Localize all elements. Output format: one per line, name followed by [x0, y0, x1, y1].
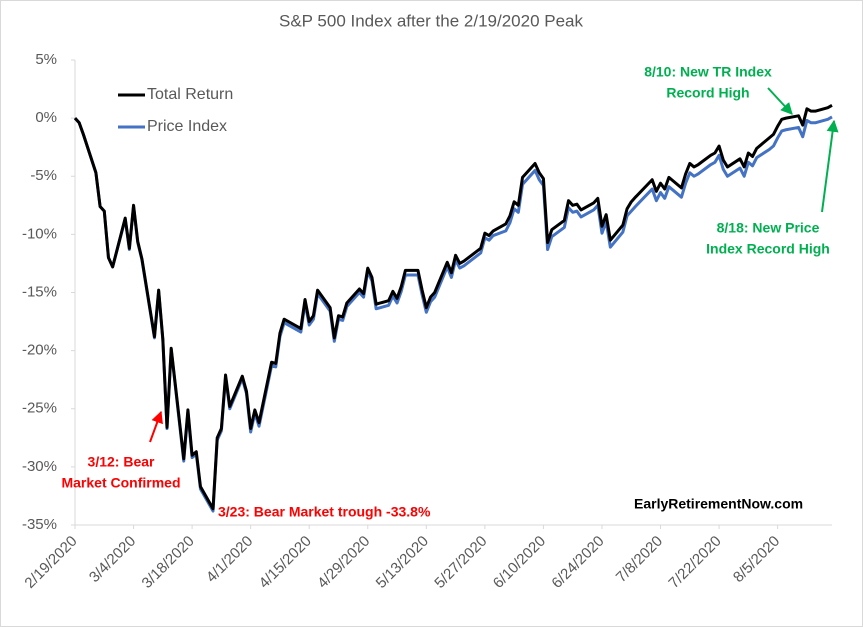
annotation: 3/23: Bear Market trough -33.8% [218, 504, 431, 520]
annotation-arrow [821, 119, 839, 213]
legend-label: Price Index [147, 118, 227, 135]
annotation: Market Confirmed [61, 475, 180, 491]
y-tick-label: 5% [35, 51, 57, 68]
y-tick-label: -20% [22, 342, 57, 359]
annotation: 3/12: Bear [88, 454, 155, 470]
legend-box [105, 78, 255, 144]
y-tick-label: -35% [22, 516, 57, 533]
annotation: Record High [666, 85, 749, 101]
series-line [73, 104, 833, 511]
y-tick-label: -5% [30, 167, 57, 184]
annotation: 8/10: New TR Index [644, 64, 772, 80]
annotation: Index Record High [706, 241, 830, 257]
y-tick-label: -15% [22, 283, 57, 300]
y-tick-label: 0% [35, 109, 57, 126]
annotation: 8/18: New Price [717, 220, 820, 236]
annotation-arrow [149, 410, 163, 443]
y-tick-label: -10% [22, 225, 57, 242]
y-tick-label: -30% [22, 458, 57, 475]
y-tick-label: -25% [22, 400, 57, 417]
annotation-arrow [767, 87, 793, 115]
legend-label: Total Return [147, 86, 233, 103]
annotation: EarlyRetirementNow.com [634, 496, 803, 512]
chart-title: S&P 500 Index after the 2/19/2020 Peak [279, 11, 584, 30]
